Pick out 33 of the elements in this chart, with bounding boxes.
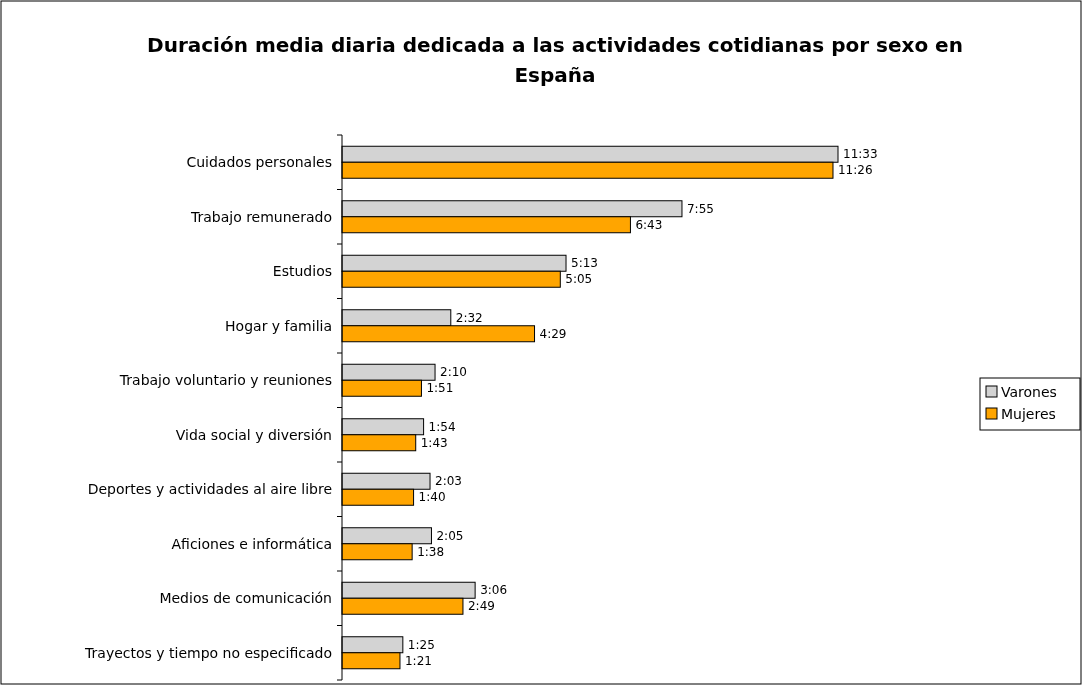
data-label: 1:43 — [420, 435, 448, 450]
chart-title: Duración media diaria dedicada a las actividades cotidianas por sexo en España — [147, 33, 963, 87]
data-label: 1:40 — [418, 490, 446, 505]
legend-label: Mujeres — [1001, 406, 1056, 422]
data-label: 2:03 — [435, 474, 462, 489]
data-label: 11:33 — [843, 147, 878, 162]
data-label: 5:05 — [565, 272, 593, 287]
data-label: 7:55 — [686, 201, 714, 216]
data-label: 2:05 — [436, 528, 464, 543]
y-tick-label: Hogar y familia — [225, 317, 332, 334]
data-label: 1:54 — [428, 419, 456, 434]
data-label: 1:51 — [426, 381, 454, 396]
y-tick-label: Trayectos y tiempo no especificado — [84, 644, 332, 661]
data-label: 4:29 — [539, 326, 567, 341]
data-label: 11:26 — [837, 163, 873, 178]
y-tick-label: Estudios — [272, 263, 332, 280]
y-tick-label: Trabajo remunerado — [189, 208, 332, 225]
y-tick-label: Cuidados personales — [186, 154, 332, 171]
data-label: 3:06 — [480, 583, 508, 598]
data-label: 5:13 — [571, 256, 598, 271]
data-label: 1:21 — [404, 653, 432, 668]
legend-label: Varones — [1001, 384, 1057, 400]
data-label: 1:38 — [417, 544, 445, 559]
data-label: 2:32 — [455, 310, 483, 325]
data-label: 2:49 — [467, 599, 495, 614]
data-label: 2:10 — [440, 365, 467, 380]
y-tick-label: Medios de comunicación — [159, 590, 332, 607]
y-tick-label: Trabajo voluntario y reuniones — [118, 372, 332, 389]
y-tick-label: Deportes y actividades al aire libre — [87, 481, 332, 498]
y-tick-label: Aficiones e informática — [171, 535, 332, 552]
data-label: 6:43 — [635, 217, 663, 232]
data-label: 1:25 — [407, 637, 435, 652]
y-tick-label: Vida social y diversión — [175, 426, 332, 443]
